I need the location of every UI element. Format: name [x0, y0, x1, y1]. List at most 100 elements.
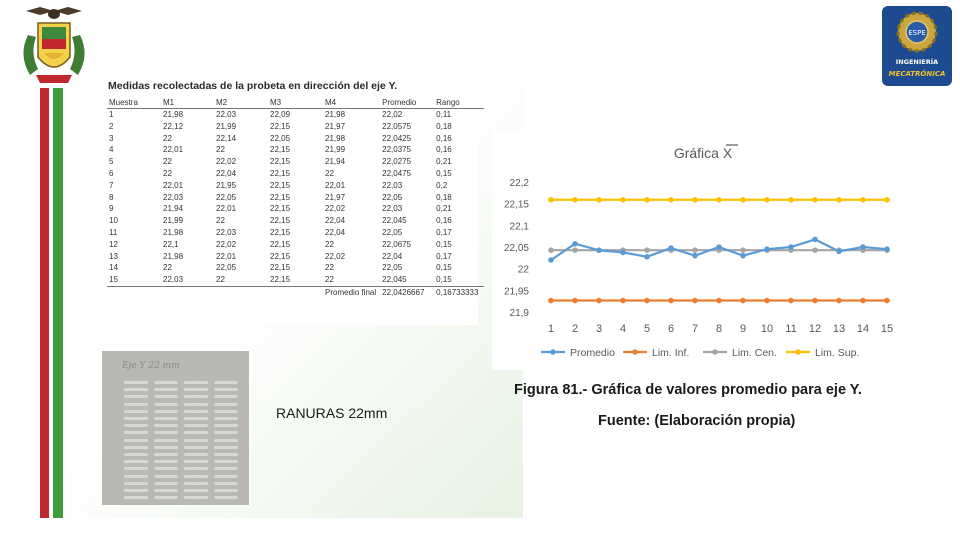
x-tick-label: 6 — [668, 323, 674, 335]
table-row: 3 22 22,14 22,05 21,98 22,0425 0,16 — [107, 133, 484, 145]
cell-m2: 22,03 — [216, 227, 237, 237]
cell-m4: 22,02 — [325, 251, 346, 261]
x-tick-label: 1 — [548, 323, 554, 335]
table-row: 8 22,03 22,05 22,15 21,97 22,05 0,18 — [107, 192, 484, 204]
header-rango: Rango — [434, 97, 485, 109]
data-point — [548, 297, 554, 304]
cell-rango: 0,21 — [436, 204, 452, 214]
legend-swatch-marker — [550, 349, 556, 355]
data-point — [764, 246, 770, 252]
data-point — [548, 247, 554, 253]
cell-promedio: 22,03 — [382, 180, 403, 190]
photo-slot — [154, 381, 178, 384]
cell-muestra: 13 — [109, 251, 118, 261]
cell-rango: 0,17 — [436, 227, 452, 237]
data-point — [596, 196, 602, 203]
cell-promedio: 22,0425 — [382, 133, 412, 143]
cell-rango: 0,2 — [436, 180, 448, 190]
x-tick-label: 10 — [761, 323, 773, 335]
table-row: 5 22 22,02 22,15 21,94 22,0275 0,21 — [107, 156, 484, 168]
data-point — [788, 196, 794, 203]
data-point — [692, 196, 698, 203]
data-point — [836, 248, 842, 255]
photo-slot — [154, 445, 178, 449]
cell-m1: 21,98 — [163, 251, 184, 261]
table-final-row: Promedio final 22,0426667 0,16733333 — [107, 286, 484, 298]
cell-promedio: 22,0675 — [382, 239, 412, 249]
data-point — [860, 297, 866, 304]
cell-m1: 22,01 — [163, 180, 184, 190]
x-tick-label: 3 — [596, 323, 602, 335]
data-point — [884, 246, 890, 252]
photo-slot — [154, 438, 178, 442]
data-point — [620, 249, 626, 256]
photo-slot — [124, 424, 148, 428]
photo-slot — [124, 481, 148, 485]
photo-slot — [184, 474, 208, 478]
photo-slot — [124, 445, 148, 449]
cell-m2: 22,03 — [216, 110, 237, 119]
photo-slot — [184, 424, 208, 428]
photo-slot — [124, 381, 148, 384]
table-row: 4 22,01 22 22,15 21,99 22,0375 0,16 — [107, 144, 484, 156]
y-tick-label: 22,15 — [504, 200, 529, 211]
cell-m3: 22,05 — [270, 133, 291, 143]
header-muestra: Muestra — [107, 97, 161, 109]
cell-rango: 0,15 — [436, 263, 452, 273]
legend-label: Lim. Sup. — [815, 347, 859, 359]
figure-caption: Figura 81.- Gráfica de valores promedio … — [514, 382, 862, 398]
cell-m4: 21,97 — [325, 121, 346, 131]
cell-promedio: 22,05 — [382, 263, 403, 273]
photo-slot — [184, 381, 208, 384]
photo-slot — [184, 438, 208, 442]
cell-promedio: 22,045 — [382, 216, 407, 226]
data-point — [740, 247, 746, 253]
legend-swatch-marker — [632, 349, 638, 355]
cell-rango: 0,15 — [436, 239, 452, 249]
header-m2: M2 — [214, 97, 268, 109]
cell-muestra: 15 — [107, 274, 161, 287]
photo-slot — [154, 460, 178, 464]
cell-m1: 22 — [163, 133, 172, 143]
logo-right-mid-text: INGENIERÍA — [896, 57, 938, 66]
x-tick-label: 11 — [785, 323, 796, 335]
data-point — [620, 196, 626, 203]
x-tick-label: 9 — [740, 323, 746, 335]
photo-slot — [154, 489, 178, 492]
cell-m2: 22,02 — [216, 157, 237, 167]
cell-promedio: 22,03 — [382, 204, 403, 214]
cell-m1: 22 — [163, 168, 172, 178]
measurements-table: Muestra M1 M2 M3 M4 Promedio Rango 1 21,9… — [107, 97, 485, 299]
data-point — [740, 252, 746, 259]
x-tick-label: 14 — [857, 323, 869, 335]
cell-muestra: 3 — [109, 133, 114, 143]
x-tick-label: 15 — [881, 323, 893, 335]
cell-m1: 22,03 — [161, 274, 214, 287]
cell-m4: 22 — [325, 239, 334, 249]
photo-slot — [214, 417, 238, 420]
photo-slot — [184, 496, 208, 500]
cell-promedio: 22,0375 — [382, 145, 412, 155]
cell-m4: 22,02 — [325, 204, 346, 214]
data-point — [692, 297, 698, 304]
legend-label: Lim. Inf. — [652, 347, 689, 359]
x-tick-label: 12 — [809, 323, 821, 335]
photo-slot — [154, 467, 178, 471]
data-point — [572, 247, 578, 253]
x-tick-label: 4 — [620, 323, 626, 335]
y-tick-label: 22,1 — [510, 221, 530, 232]
cell-rango: 0,16 — [436, 216, 452, 226]
photo-slot — [124, 431, 148, 435]
photo-slot — [154, 481, 178, 485]
y-tick-label: 22,05 — [504, 243, 529, 254]
cell-m2: 22,05 — [216, 263, 237, 273]
data-point — [812, 297, 818, 304]
cell-muestra: 4 — [109, 145, 114, 155]
cell-muestra: 8 — [109, 192, 114, 202]
final-rango: 0,16733333 — [436, 287, 479, 297]
chart-title: Gráfica X — [674, 145, 733, 161]
photo-slot — [184, 460, 208, 464]
legend-label: Promedio — [570, 347, 615, 359]
photo-slot — [214, 489, 238, 492]
data-point — [836, 196, 842, 203]
